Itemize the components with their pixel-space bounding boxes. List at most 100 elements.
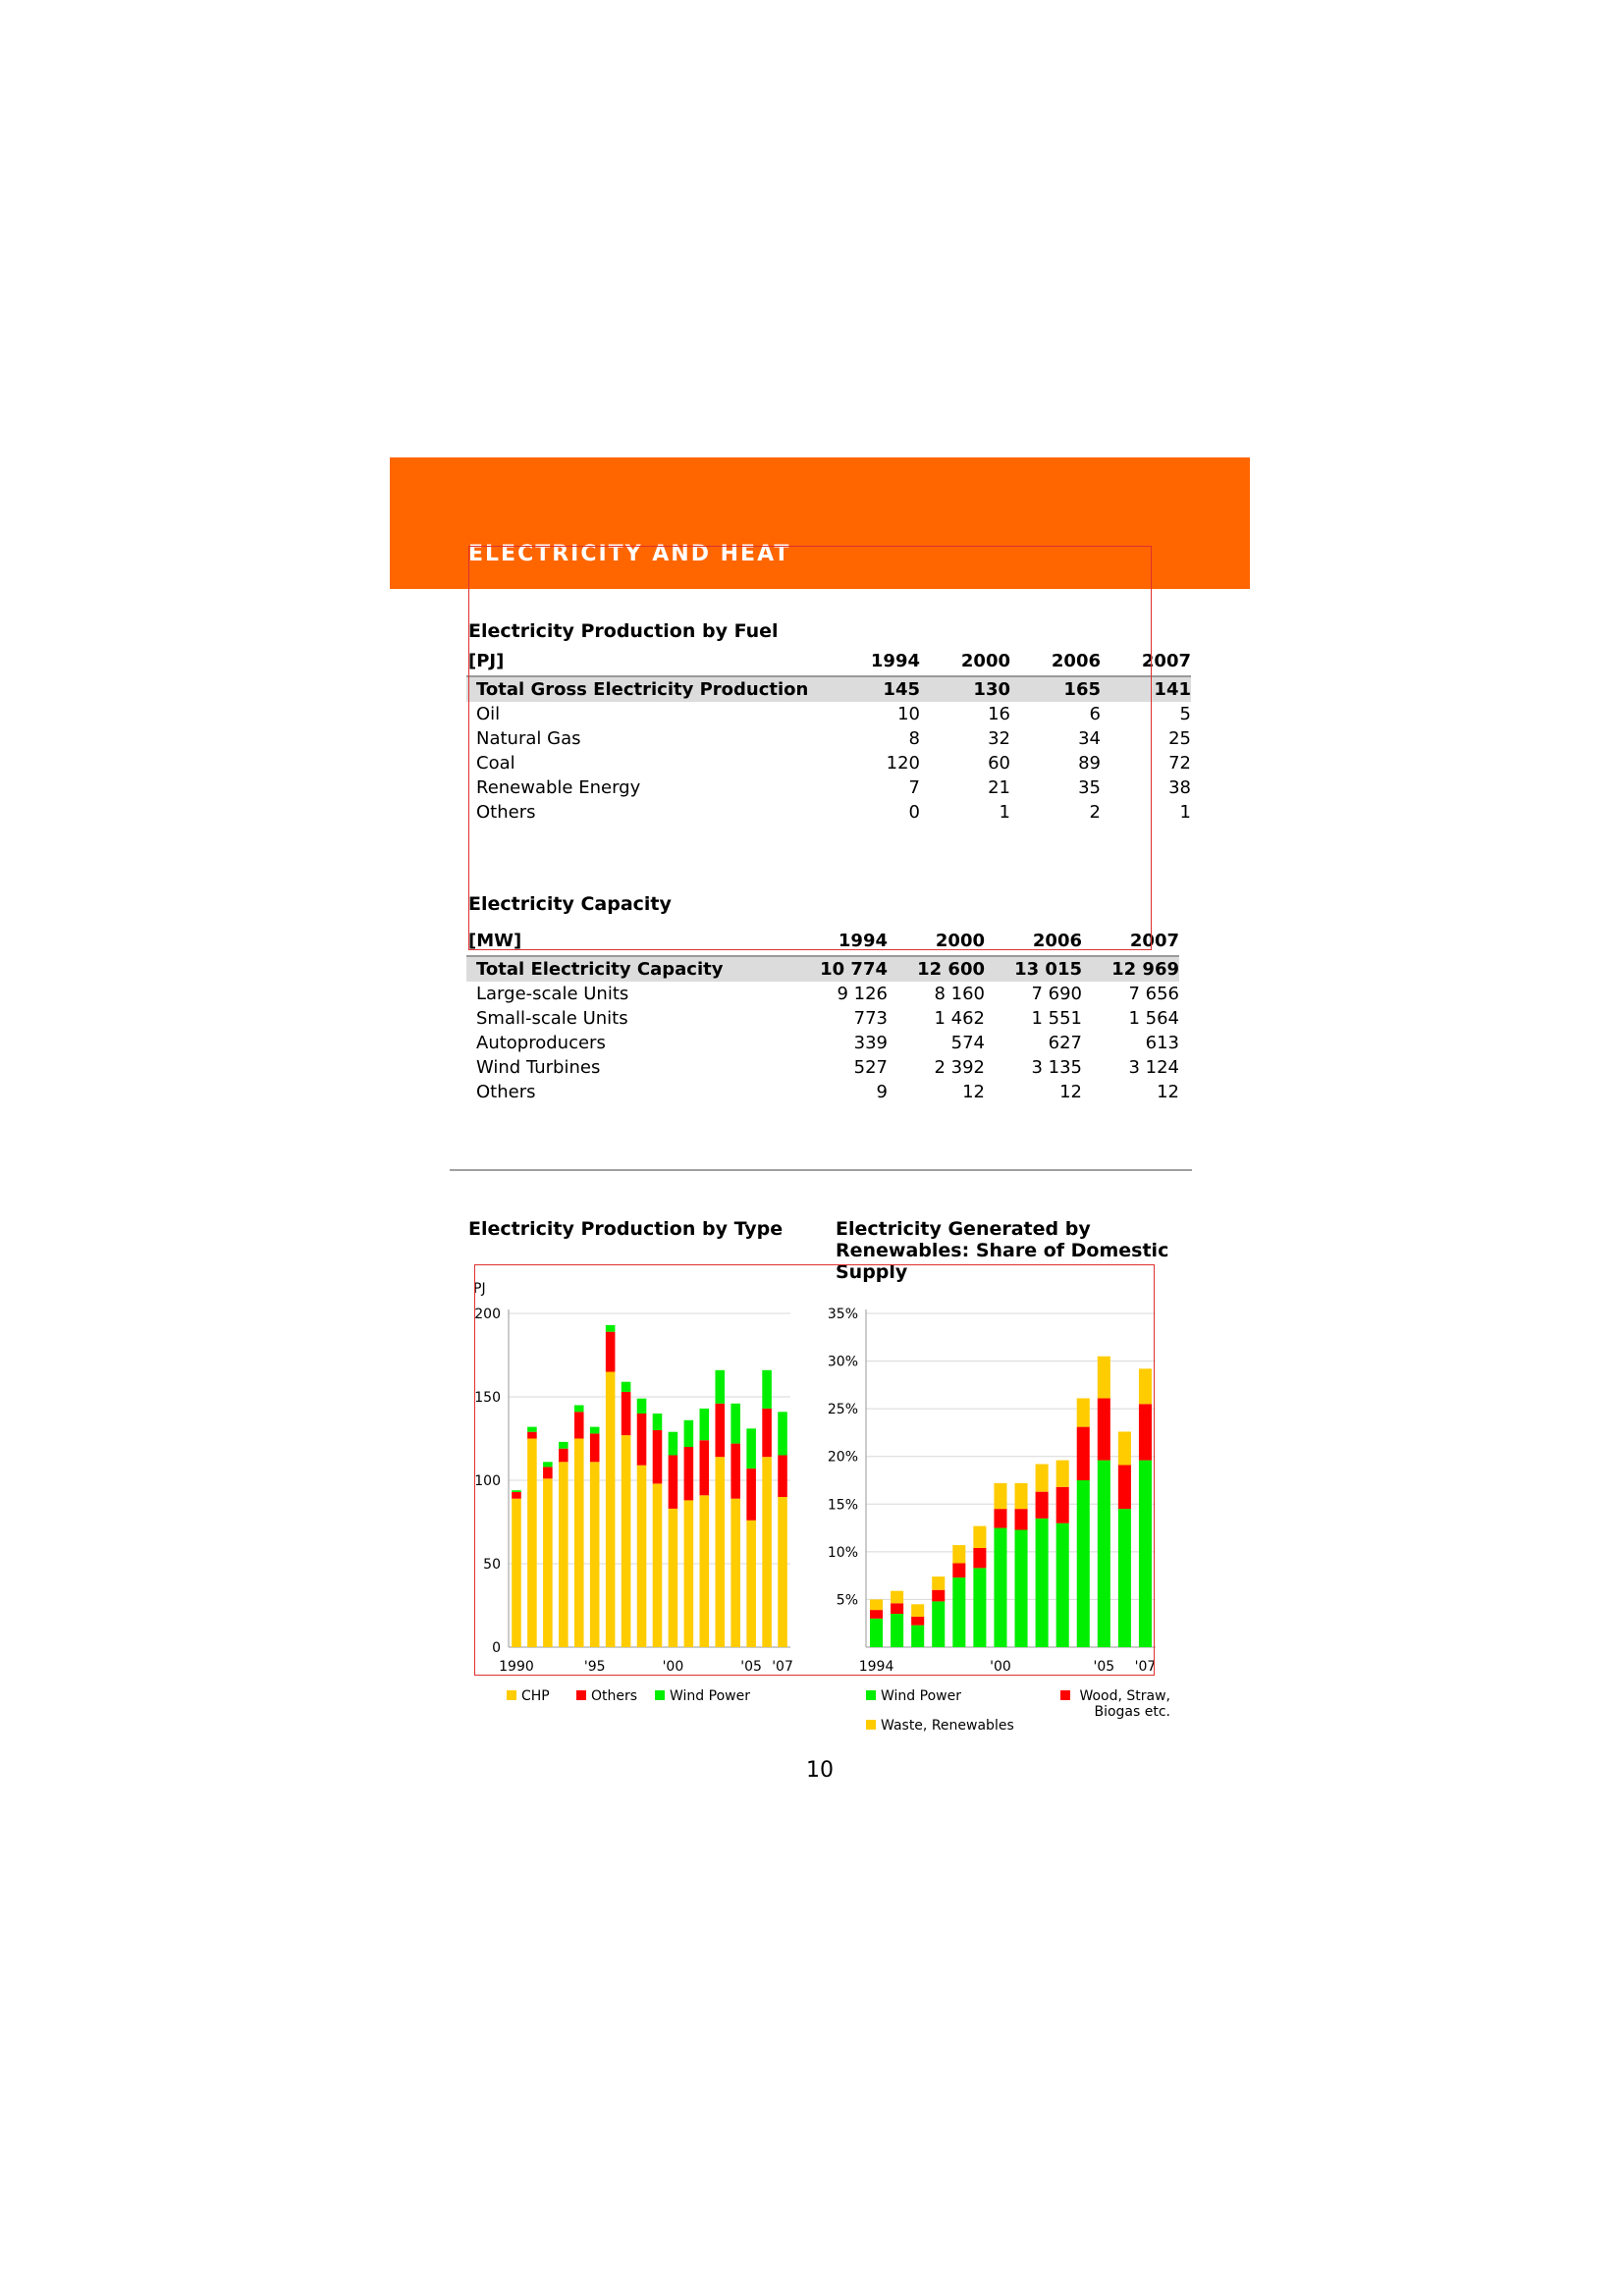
bar-segment [699, 1440, 710, 1496]
bar-segment [527, 1438, 537, 1647]
x-tick-label: '05 [740, 1659, 762, 1675]
y-tick-label: 20% [828, 1450, 858, 1466]
bar-segment [778, 1497, 787, 1647]
bar-segment [911, 1625, 925, 1647]
chart-title-renewables-share: Electricity Generated by Renewables: Sha… [836, 1218, 1169, 1283]
legend-label: Wood, Straw, [1079, 1688, 1170, 1704]
bar-segment [636, 1414, 647, 1466]
bar-segment [870, 1618, 884, 1647]
legend-swatch [655, 1690, 665, 1700]
cell-value: 10 [897, 704, 920, 724]
page-number: 10 [806, 1758, 834, 1783]
bar-segment [715, 1369, 726, 1404]
cell-value: 12 [1059, 1082, 1082, 1102]
legend-swatch [866, 1720, 876, 1730]
row-label: Wind Turbines [476, 1057, 601, 1078]
cell-value: 165 [1010, 676, 1101, 702]
row-label: Oil [476, 704, 501, 724]
bar-segment [1014, 1529, 1028, 1647]
bar-segment [952, 1563, 966, 1578]
bar-segment [621, 1381, 631, 1392]
cell-value: 72 [1168, 753, 1191, 774]
section-banner: ELECTRICITY AND HEAT [390, 457, 1250, 589]
x-tick-label: '00 [990, 1659, 1011, 1675]
legend-item: Wood, Straw,Biogas etc. [1060, 1688, 1170, 1720]
y-tick-label: 200 [474, 1307, 501, 1322]
bar-segment [636, 1465, 647, 1647]
bar-segment [778, 1455, 787, 1497]
bar-segment [1117, 1509, 1131, 1647]
cell-value: 8 160 [934, 984, 985, 1004]
bar-segment [512, 1491, 521, 1499]
bar-segment [589, 1426, 600, 1434]
year-header: 2006 [985, 926, 1082, 957]
cell-value: 6 [1089, 704, 1101, 724]
bar-segment [573, 1412, 584, 1439]
bar-segment [746, 1520, 756, 1647]
total-row: Total Electricity Capacity 10 774 12 600… [466, 956, 1179, 982]
cell-value: 3 135 [1031, 1057, 1082, 1078]
table-header-row: [MW] 1994 2000 2006 2007 [466, 926, 1179, 957]
unit-label: [MW] [466, 926, 790, 957]
y-tick-label: 0 [492, 1640, 501, 1656]
bar-segment [1097, 1356, 1110, 1399]
cell-value: 1 [1179, 802, 1191, 823]
legend-label: Others [591, 1688, 637, 1704]
legend-swatch [576, 1690, 586, 1700]
bar-segment [932, 1589, 946, 1602]
cell-value: 145 [830, 676, 920, 702]
bar-segment [683, 1500, 694, 1647]
capacity-table-title: Electricity Capacity [468, 893, 672, 915]
y-tick-label: 35% [828, 1307, 858, 1322]
y-tick-label: 30% [828, 1355, 858, 1370]
row-label: Coal [476, 753, 515, 774]
bar-segment [652, 1430, 663, 1484]
legend-item: Wind Power [866, 1688, 961, 1704]
bar-segment [512, 1498, 521, 1647]
bar-segment [870, 1610, 884, 1619]
bar-segment [527, 1431, 537, 1439]
cell-value: 9 126 [837, 984, 888, 1004]
row-label: Total Electricity Capacity [466, 956, 790, 982]
bar-segment [559, 1441, 568, 1449]
row-label: Others [476, 802, 536, 823]
bar-segment [932, 1601, 946, 1647]
bar-segment [1035, 1464, 1049, 1492]
table-row: Others 9 12 12 12 [466, 1080, 1179, 1104]
bar-segment [952, 1577, 966, 1647]
bar-segment [652, 1483, 663, 1647]
y-tick-label: 10% [828, 1545, 858, 1561]
bar-segment [994, 1527, 1007, 1647]
bar-segment [636, 1398, 647, 1414]
total-row: Total Gross Electricity Production 145 1… [466, 676, 1191, 702]
row-label: Others [476, 1082, 536, 1102]
bar-segment [1055, 1486, 1069, 1523]
fuel-table: [PJ] 1994 2000 2006 2007 Total Gross Ele… [466, 646, 1191, 825]
x-tick-label: '00 [663, 1659, 684, 1675]
legend-label: Biogas etc. [1094, 1704, 1170, 1720]
table-row: Large-scale Units 9 126 8 160 7 690 7 65… [466, 982, 1179, 1006]
cell-value: 130 [920, 676, 1010, 702]
legend-item: CHP [507, 1688, 550, 1704]
legend-label: Wind Power [670, 1688, 750, 1704]
bar-segment [762, 1408, 772, 1458]
production-by-type-chart: PJ 0 50 100 150 200 1990 '95 '00 '05 '07 CHP Othe… [473, 1281, 793, 1704]
y-tick-label: 150 [474, 1390, 501, 1406]
y-tick-label: 50 [483, 1557, 501, 1573]
bar-segment [699, 1408, 710, 1441]
cell-value: 1 551 [1031, 1008, 1082, 1029]
year-header: 2000 [920, 646, 1010, 677]
y-tick-label: 100 [474, 1473, 501, 1489]
section-divider [450, 1169, 1192, 1171]
row-label: Autoproducers [476, 1033, 606, 1053]
year-header: 1994 [790, 926, 888, 957]
bar-segment [1055, 1460, 1069, 1487]
cell-value: 7 [908, 777, 920, 798]
bar-segment [1117, 1465, 1131, 1510]
capacity-table: [MW] 1994 2000 2006 2007 Total Electrici… [466, 926, 1179, 1104]
bar-segment [559, 1448, 568, 1463]
table-row: Autoproducers 339 574 627 613 [466, 1031, 1179, 1055]
bar-segment [1138, 1460, 1152, 1647]
cell-value: 2 392 [934, 1057, 985, 1078]
bar-segment [1076, 1426, 1090, 1480]
